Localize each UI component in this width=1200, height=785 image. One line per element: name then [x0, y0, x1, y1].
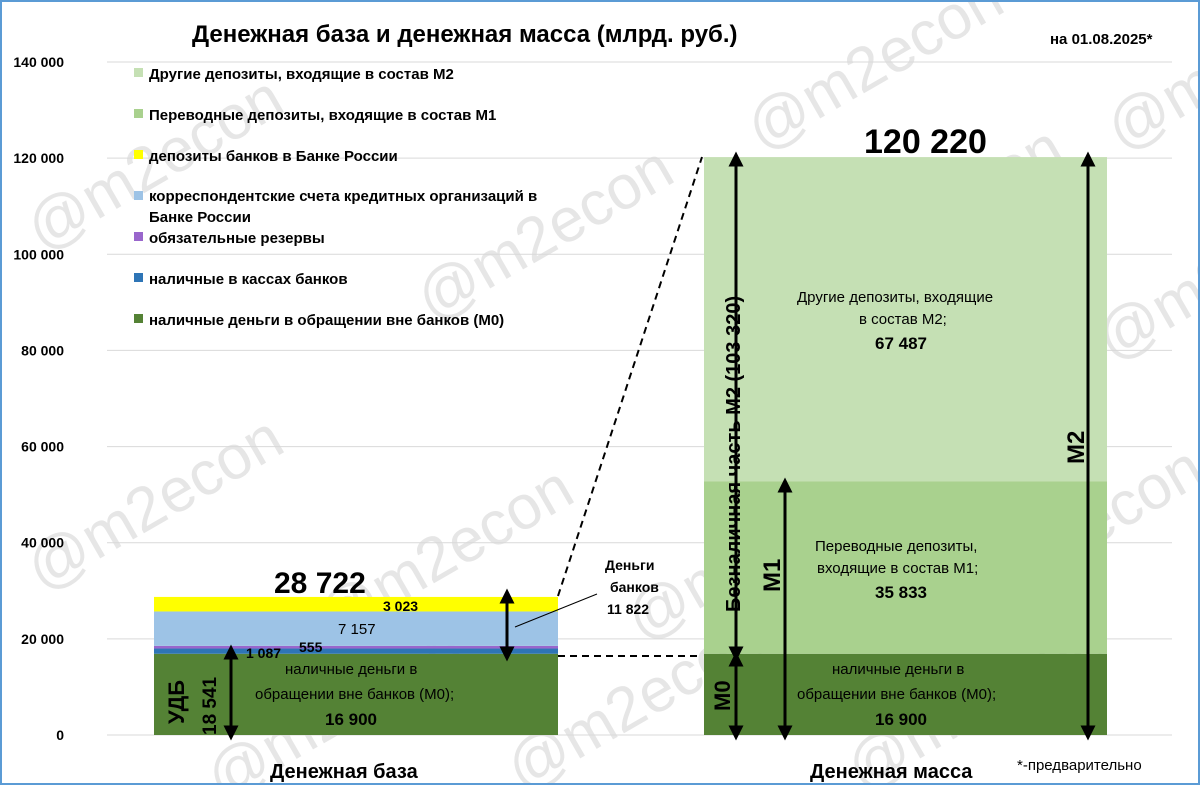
legend-label-reserves: обязательные резервы	[149, 230, 325, 247]
m2-label: М2	[1063, 431, 1090, 464]
y-tick-label: 100 000	[13, 246, 64, 262]
category-label-money: Денежная масса	[810, 761, 973, 783]
udb-value: 18 541	[200, 676, 221, 735]
y-tick-label: 40 000	[21, 535, 64, 551]
legend-swatch-cash-in-banks	[134, 273, 143, 282]
total-money: 120 220	[864, 123, 987, 161]
legend: Другие депозиты, входящие в состав М2 Пе…	[134, 66, 537, 329]
watermark-text: @m2econ	[15, 403, 295, 605]
category-label-base: Денежная база	[270, 761, 419, 783]
bar-segment-reserves-0	[154, 645, 558, 649]
label-base-deposits: 3 023	[383, 598, 418, 614]
bar-segment-bank_deposits_cbr-0	[154, 596, 558, 612]
legend-swatch-corr-accounts	[134, 191, 143, 200]
bar-segment-corr_accounts-0	[154, 611, 558, 646]
label-base-reserves: 555	[299, 639, 323, 655]
bar-segment-other_deposits-1	[704, 157, 1107, 482]
legend-label-bank-deposits: депозиты банков в Банке России	[149, 148, 398, 165]
label-transfer-value: 35 833	[875, 583, 927, 602]
y-tick-label: 0	[56, 727, 64, 743]
bar-segment-transfer_deposits-1	[704, 481, 1107, 654]
label-other-1: Другие депозиты, входящие	[797, 289, 993, 306]
legend-label-m0: наличные деньги в обращении вне банков (…	[149, 312, 504, 329]
connector-top	[557, 156, 703, 597]
udb-label: УДБ	[164, 680, 189, 724]
date-note: на 01.08.2025*	[1050, 31, 1153, 48]
label-other-value: 67 487	[875, 334, 927, 353]
label-base-m0-value: 16 900	[325, 710, 377, 729]
y-tick-label: 140 000	[13, 54, 64, 70]
legend-swatch-other-deposits	[134, 68, 143, 77]
watermark-text: @m2econ	[405, 133, 685, 335]
chart-title: Денежная база и денежная масса (млрд. ру…	[192, 21, 738, 48]
y-tick-label: 20 000	[21, 631, 64, 647]
bank-money-label-2: банков	[610, 579, 659, 595]
label-base-cash-in-banks: 1 087	[246, 645, 281, 661]
watermark-text: @m2econ	[1095, 2, 1199, 164]
label-money-m0-1: наличные деньги в	[832, 661, 964, 678]
m0-label: М0	[710, 680, 735, 711]
legend-swatch-bank-deposits	[134, 150, 143, 159]
noncash-label: Безналичная часть М2 (103 320)	[723, 296, 745, 612]
bank-money-label-1: Деньги	[605, 557, 654, 573]
bank-money-leader	[514, 593, 598, 628]
total-base: 28 722	[274, 567, 366, 600]
label-transfer-1: Переводные депозиты,	[815, 538, 977, 555]
bars	[154, 157, 1107, 735]
bar-segment-m0-1	[704, 653, 1107, 735]
bar-segment-cash_in_banks-0	[154, 648, 558, 654]
footnote: *-предварительно	[1017, 757, 1142, 774]
legend-label-other-deposits: Другие депозиты, входящие в состав М2	[149, 66, 454, 83]
legend-label-corr-accounts-1: корреспондентские счета кредитных органи…	[149, 188, 537, 205]
legend-label-transfer-deposits: Переводные депозиты, входящие в состав М…	[149, 107, 496, 124]
bar-segment-m0-0	[154, 653, 558, 735]
label-base-m0-1: наличные деньги в	[285, 661, 417, 678]
legend-label-corr-accounts-2: Банке России	[149, 209, 251, 226]
label-transfer-2: входящие в состав М1;	[817, 560, 978, 577]
y-tick-label: 60 000	[21, 439, 64, 455]
legend-swatch-reserves	[134, 232, 143, 241]
legend-swatch-transfer-deposits	[134, 109, 143, 118]
label-money-m0-2: обращении вне банков (М0);	[797, 686, 996, 703]
y-tick-label: 80 000	[21, 342, 64, 358]
bank-money-value: 11 822	[607, 601, 649, 617]
legend-swatch-m0	[134, 314, 143, 323]
y-axis: 0 20 000 40 000 60 000 80 000 100 000 120 000 1…	[13, 54, 64, 743]
label-base-corr: 7 157	[338, 621, 376, 638]
label-money-m0-value: 16 900	[875, 710, 927, 729]
label-base-m0-2: обращении вне банков (М0);	[255, 686, 454, 703]
m1-label: М1	[759, 559, 786, 592]
y-tick-label: 120 000	[13, 150, 64, 166]
label-other-2: в состав М2;	[859, 311, 947, 328]
legend-label-cash-in-banks: наличные в кассах банков	[149, 271, 348, 288]
